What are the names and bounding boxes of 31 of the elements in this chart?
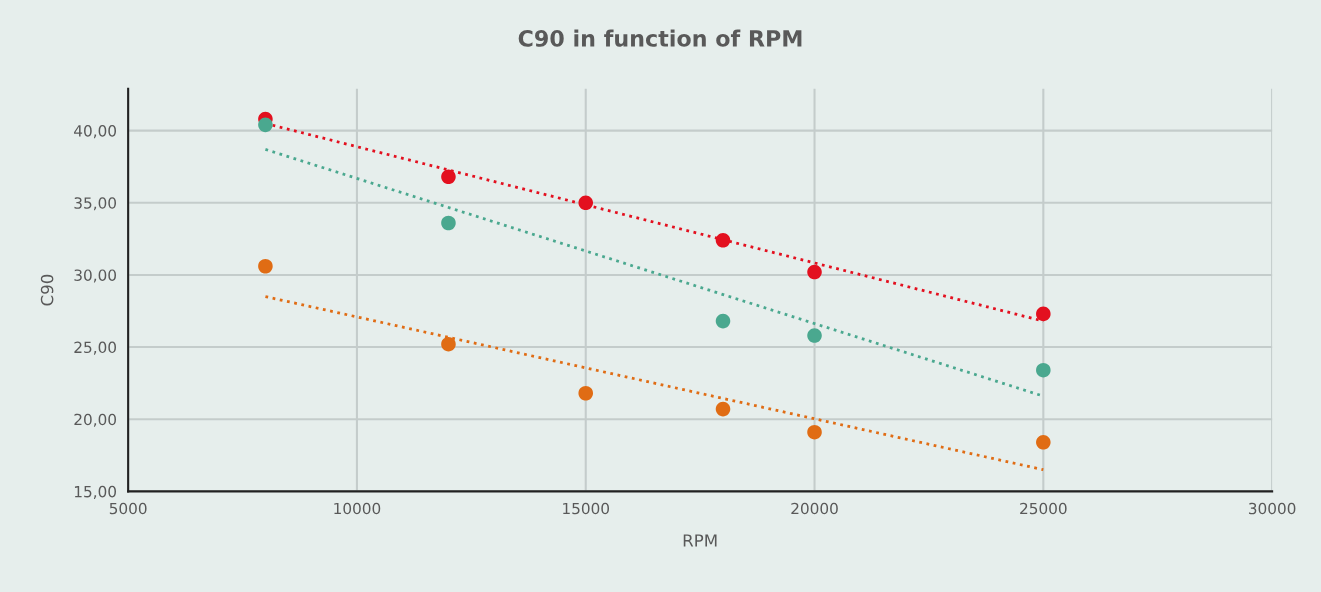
y-tick-label: 40,00 [74, 125, 117, 139]
point [441, 169, 456, 185]
point [807, 424, 822, 440]
x-tick-label: 25000 [1020, 502, 1067, 515]
y-tick-label: 15,00 [74, 485, 117, 499]
x-tick-label: 15000 [563, 502, 610, 515]
point [441, 215, 456, 231]
point [715, 313, 731, 329]
chart-title: C90 in function of RPM [518, 29, 802, 47]
x-tick-label: 10000 [334, 502, 381, 515]
point [1036, 362, 1051, 378]
point [258, 258, 273, 274]
point [578, 195, 594, 211]
point [1036, 306, 1051, 322]
point [807, 264, 822, 280]
point [258, 117, 273, 133]
x-tick-label: 20000 [791, 502, 838, 515]
point [441, 336, 456, 352]
y-tick-label: 35,00 [74, 197, 117, 211]
point [715, 401, 731, 417]
point [807, 328, 822, 343]
y-tick-label: 25,00 [74, 341, 117, 355]
x-tick-label: 30000 [1248, 502, 1296, 515]
x-tick-label: 5000 [109, 502, 147, 515]
point [715, 233, 731, 248]
point [1036, 435, 1051, 450]
y-tick-label: 20,00 [74, 413, 117, 427]
y-axis-title: C90 [40, 274, 54, 306]
point [578, 385, 594, 401]
y-tick-label: 30,00 [74, 269, 117, 283]
x-axis-title: RPM [683, 534, 717, 547]
